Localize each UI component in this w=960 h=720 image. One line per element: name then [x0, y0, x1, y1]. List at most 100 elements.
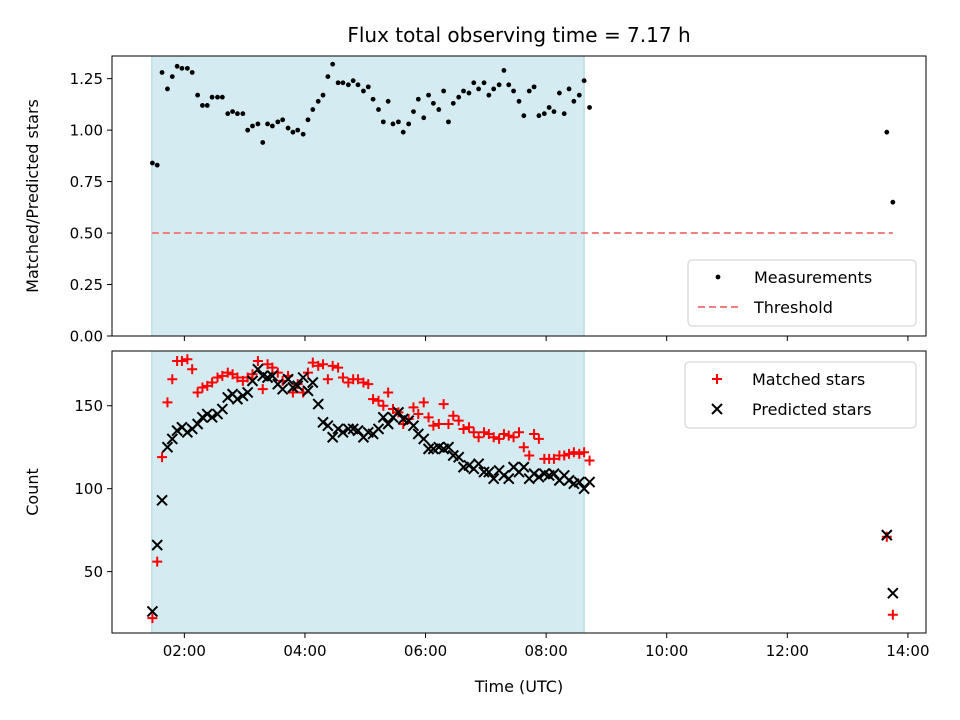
measurement-point — [506, 82, 512, 88]
top-y-tick-label: 0.75 — [70, 173, 103, 191]
matched-star-point — [529, 428, 540, 439]
measurement-point — [340, 80, 346, 86]
measurement-point — [235, 111, 240, 117]
measurement-point — [380, 119, 386, 125]
measurement-point — [491, 86, 497, 92]
matched-star-point — [498, 428, 509, 439]
matched-star-point — [428, 420, 439, 431]
measurement-point — [526, 88, 532, 94]
matched-star-point — [473, 432, 484, 443]
matched-star-point — [358, 377, 369, 388]
matched-star-point — [468, 427, 479, 438]
predicted-star-point — [442, 441, 455, 453]
predicted-star-point — [231, 393, 244, 405]
predicted-star-point — [322, 419, 334, 432]
x-axis-label: Time (UTC) — [474, 677, 563, 696]
top-legend: Measurements Threshold — [687, 259, 917, 327]
predicted-star-point — [422, 443, 435, 455]
matched-star-point — [488, 432, 499, 443]
top-frame — [111, 55, 927, 337]
measurement-point — [255, 121, 261, 127]
top-y-tick-label: 0.00 — [70, 328, 103, 346]
measurement-point — [365, 84, 371, 90]
predicted-star-point — [563, 474, 575, 487]
predicted-star-point — [302, 385, 314, 397]
measurement-point — [450, 100, 456, 106]
top-y-tick-label: 0.50 — [70, 225, 103, 243]
measurement-point — [581, 78, 587, 84]
matched-star-point — [152, 556, 163, 567]
legend-matched-marker — [712, 374, 722, 384]
matched-star-point — [212, 372, 223, 383]
matched-star-point — [176, 355, 187, 366]
measurement-point — [370, 96, 376, 102]
measurement-point — [890, 199, 896, 205]
predicted-star-point — [533, 471, 545, 483]
measurement-point — [456, 94, 462, 100]
measurement-point — [149, 160, 155, 166]
matched-star-point — [363, 379, 374, 390]
measurement-point — [587, 105, 592, 110]
measurement-point — [415, 96, 421, 102]
legend-measurements-label: Measurements — [754, 268, 872, 287]
measurement-point — [350, 78, 356, 84]
predicted-star-point — [483, 466, 495, 478]
predicted-star-point — [452, 451, 465, 463]
matched-star-point — [887, 609, 898, 620]
bottom-panel-counts: 02:00 04:00 06:00 08:00 10:00 12:00 14:00 50 100… — [74, 350, 930, 660]
measurement-point — [325, 74, 331, 79]
predicted-star-point — [463, 459, 475, 472]
measurement-point — [305, 117, 311, 123]
matched-star-point — [458, 423, 469, 434]
measurement-point — [561, 111, 567, 117]
matched-star-point — [418, 397, 429, 408]
measurement-point — [184, 65, 190, 71]
matched-star-point — [318, 359, 329, 370]
measurement-point — [501, 68, 507, 73]
predicted-star-point — [887, 587, 899, 599]
x-tick-label: 14:00 — [886, 642, 929, 660]
matched-star-point — [232, 372, 243, 383]
measurement-point — [511, 88, 516, 94]
predicted-star-point — [503, 473, 515, 485]
measurement-point — [556, 90, 562, 96]
measurement-point — [385, 98, 391, 104]
matched-star-point — [408, 402, 419, 413]
predicted-star-point — [206, 411, 218, 424]
bottom-y-axis-label: Count — [23, 468, 42, 516]
measurement-point — [300, 131, 306, 137]
measurement-point — [430, 100, 436, 106]
measurement-point — [345, 82, 351, 88]
matched-star-point — [373, 395, 384, 406]
matched-star-point — [287, 387, 298, 398]
measurement-point — [551, 109, 557, 114]
measurement-point — [355, 82, 361, 88]
chart-title: Flux total observing time = 7.17 h — [347, 23, 690, 47]
measurement-point — [209, 94, 215, 100]
predicted-star-point — [201, 408, 213, 420]
matched-star-point — [292, 379, 303, 390]
predicted-star-point — [151, 539, 163, 551]
bottom-legend-box — [684, 361, 917, 429]
measurement-point — [576, 92, 582, 98]
measurement-point — [516, 98, 522, 104]
measurement-point — [169, 74, 175, 79]
predicted-star-point — [297, 371, 309, 384]
measurement-point — [310, 107, 316, 112]
measurement-point — [400, 129, 406, 135]
matched-star-point — [448, 410, 459, 421]
measurement-point — [215, 94, 220, 100]
predicted-star-point — [337, 426, 349, 438]
matched-star-point — [197, 382, 208, 393]
bottom-y-tick-label: 100 — [74, 480, 103, 498]
predicted-star-point — [377, 411, 390, 424]
predicted-star-point — [146, 605, 159, 618]
measurement-point — [240, 111, 246, 117]
measurement-point — [285, 125, 291, 131]
x-tick-label: 06:00 — [404, 642, 447, 660]
legend-predicted-marker — [711, 403, 723, 415]
predicted-star-point — [156, 494, 168, 507]
matched-star-point — [533, 433, 544, 444]
measurement-point — [165, 86, 170, 92]
measurement-point — [195, 92, 201, 98]
